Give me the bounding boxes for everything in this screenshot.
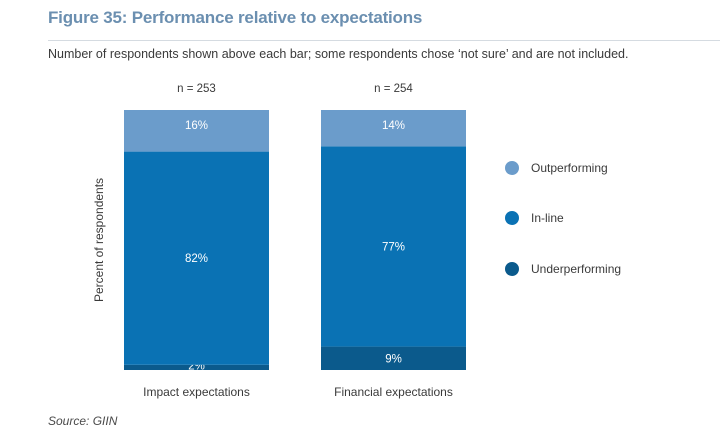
data-label-underperforming-1: 9% — [385, 353, 402, 365]
data-label-in-line-0: 82% — [185, 253, 208, 265]
data-label-outperforming-0: 16% — [185, 120, 208, 132]
y-axis-label: Percent of respondents — [92, 178, 106, 302]
bar-outperforming-1 — [321, 110, 466, 147]
legend-marker-underperforming — [505, 262, 519, 276]
source-note: Source: GIIN — [48, 414, 118, 428]
bar-outperforming-0 — [124, 110, 269, 152]
bar-in-line-1 — [321, 146, 466, 347]
category-label-1: Financial expectations — [334, 385, 453, 399]
chart-subtitle: Number of respondents shown above each b… — [48, 47, 629, 61]
legend-label-underperforming: Underperforming — [531, 262, 621, 276]
legend-marker-in-line — [505, 211, 519, 225]
category-label-0: Impact expectations — [143, 385, 250, 399]
legend-marker-outperforming — [505, 161, 519, 175]
data-label-in-line-1: 77% — [382, 242, 405, 254]
chart-title: Figure 35: Performance relative to expec… — [48, 8, 423, 27]
legend-label-outperforming: Outperforming — [531, 161, 608, 175]
bar-underperforming-1 — [321, 346, 466, 370]
data-label-outperforming-1: 14% — [382, 120, 405, 132]
count-label-0: n = 253 — [177, 83, 216, 95]
count-label-1: n = 254 — [374, 83, 413, 95]
title-divider — [48, 40, 720, 41]
legend-label-in-line: In-line — [531, 211, 564, 225]
bar-underperforming-0 — [124, 364, 269, 370]
bar-in-line-0 — [124, 151, 269, 365]
